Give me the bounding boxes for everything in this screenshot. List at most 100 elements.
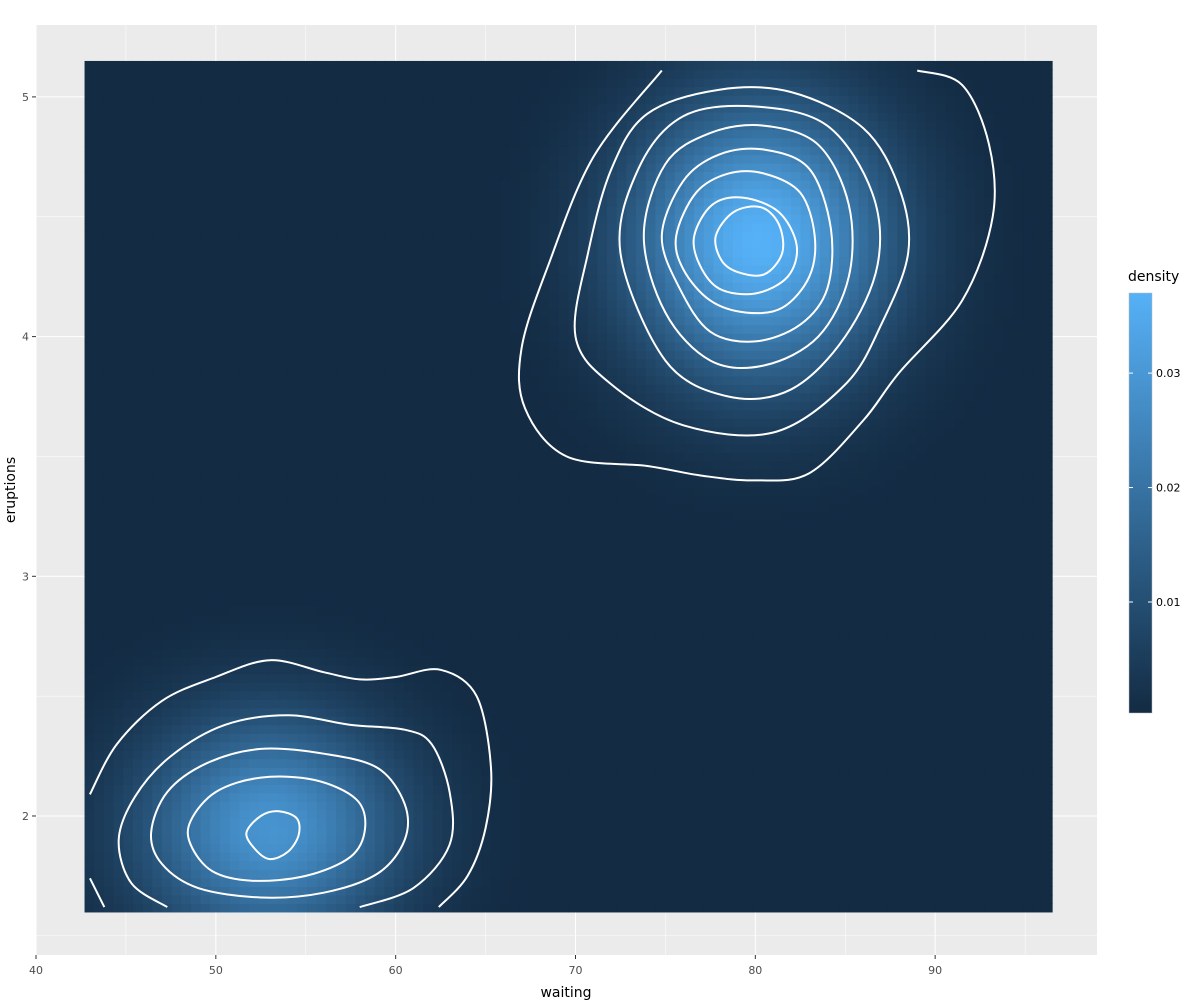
raster-cell [732,528,744,539]
raster-cell [529,562,540,573]
raster-cell [1013,673,1024,683]
raster-cell [587,775,598,785]
raster-cell [413,545,424,556]
raster-cell [906,733,918,743]
raster-cell [171,588,182,598]
raster-cell [616,869,627,879]
raster-cell [945,631,956,641]
raster-cell [945,699,956,709]
raster-cell [123,792,134,802]
raster-cell [713,656,724,666]
raster-cell [471,716,482,726]
raster-cell [519,741,531,751]
raster-cell [742,852,753,862]
raster-cell [819,758,831,768]
raster-cell [142,486,153,496]
raster-cell [935,716,947,726]
raster-cell [103,545,115,556]
raster-cell [519,716,531,726]
raster-cell [636,707,647,717]
raster-cell [819,792,831,802]
raster-cell [655,801,666,811]
raster-cell [345,801,357,811]
raster-cell [848,699,860,709]
raster-cell [355,784,366,794]
raster-cell [819,801,831,811]
raster-cell [955,818,966,828]
raster-cell [365,869,376,879]
raster-cell [916,682,927,692]
raster-cell [752,758,763,768]
raster-cell [287,750,298,760]
raster-cell [974,690,985,700]
raster-cell [742,809,753,819]
raster-cell [568,682,579,692]
raster-cell [1003,835,1014,845]
raster-cell [220,818,231,828]
raster-cell [674,614,685,624]
raster-cell [490,869,502,879]
raster-cell [539,537,550,547]
raster-cell [587,894,598,904]
raster-cell [297,903,308,913]
raster-cell [694,835,705,845]
raster-cell [655,826,666,836]
raster-cell [413,852,424,862]
raster-cell [529,648,540,658]
raster-cell [607,835,618,845]
raster-cell [548,690,560,700]
raster-cell [674,588,685,598]
raster-cell [345,486,357,496]
raster-cell [964,767,976,777]
raster-cell [161,494,173,505]
raster-cell [926,860,937,870]
raster-cell [461,784,473,794]
raster-cell [181,520,192,530]
raster-cell [374,571,386,581]
raster-cell [887,639,898,649]
raster-cell [1042,631,1053,641]
raster-cell [665,860,676,870]
raster-cell [790,852,802,862]
raster-cell [490,537,502,547]
raster-cell [636,792,647,802]
raster-cell [790,588,802,598]
raster-cell [752,750,763,760]
raster-cell [103,801,115,811]
raster-cell [529,903,540,913]
raster-cell [607,494,618,505]
raster-cell [742,580,753,590]
raster-cell [616,597,627,607]
raster-cell [278,750,289,760]
raster-cell [703,741,715,751]
raster-cell [926,580,937,590]
raster-cell [645,562,656,573]
raster-cell [490,597,502,607]
raster-cell [645,741,656,751]
raster-cell [171,809,182,819]
raster-cell [616,784,627,794]
raster-cell [568,903,579,913]
raster-cell [916,801,927,811]
raster-cell [645,690,656,700]
raster-cell [210,537,221,547]
raster-cell [577,886,589,896]
raster-cell [868,571,879,581]
raster-cell [645,580,656,590]
raster-cell [877,494,889,505]
raster-cell [365,750,376,760]
raster-cell [103,665,115,675]
raster-cell [152,605,163,615]
raster-cell [858,877,869,887]
raster-cell [819,767,831,777]
raster-cell [1003,511,1014,522]
raster-cell [210,545,221,556]
raster-cell [461,656,473,666]
raster-cell [316,537,328,547]
raster-cell [490,673,502,683]
raster-cell [161,801,173,811]
raster-cell [810,511,821,522]
raster-cell [355,571,366,581]
raster-cell [84,733,95,743]
raster-cell [510,580,521,590]
